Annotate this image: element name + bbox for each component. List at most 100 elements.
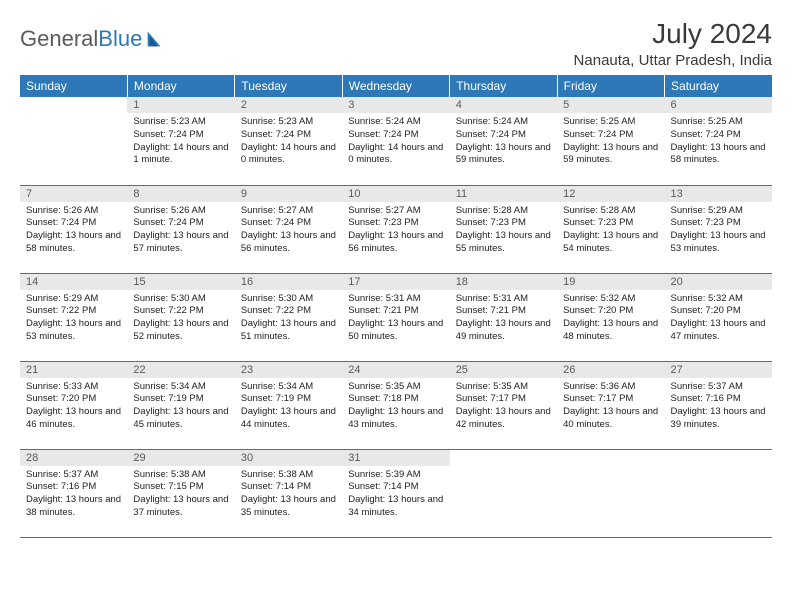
calendar-day: 25Sunrise: 5:35 AMSunset: 7:17 PMDayligh… xyxy=(450,361,557,449)
calendar-day-empty xyxy=(665,449,772,537)
day-number: 5 xyxy=(557,97,664,113)
day-header: Sunday xyxy=(20,75,127,97)
calendar-week: 28Sunrise: 5:37 AMSunset: 7:16 PMDayligh… xyxy=(20,449,772,537)
day-content: Sunrise: 5:30 AMSunset: 7:22 PMDaylight:… xyxy=(127,290,234,348)
calendar-day: 17Sunrise: 5:31 AMSunset: 7:21 PMDayligh… xyxy=(342,273,449,361)
calendar-week: 7Sunrise: 5:26 AMSunset: 7:24 PMDaylight… xyxy=(20,185,772,273)
day-header-row: SundayMondayTuesdayWednesdayThursdayFrid… xyxy=(20,75,772,97)
day-number: 14 xyxy=(20,274,127,290)
calendar-day-empty xyxy=(557,449,664,537)
day-header: Thursday xyxy=(450,75,557,97)
day-number: 4 xyxy=(450,97,557,113)
day-content: Sunrise: 5:27 AMSunset: 7:24 PMDaylight:… xyxy=(235,202,342,260)
day-number: 13 xyxy=(665,186,772,202)
day-number: 27 xyxy=(665,362,772,378)
calendar-day: 4Sunrise: 5:24 AMSunset: 7:24 PMDaylight… xyxy=(450,97,557,185)
day-number: 17 xyxy=(342,274,449,290)
day-content: Sunrise: 5:34 AMSunset: 7:19 PMDaylight:… xyxy=(235,378,342,436)
calendar-week: 14Sunrise: 5:29 AMSunset: 7:22 PMDayligh… xyxy=(20,273,772,361)
day-number: 26 xyxy=(557,362,664,378)
brand-part2: Blue xyxy=(98,26,142,51)
calendar-week: 1Sunrise: 5:23 AMSunset: 7:24 PMDaylight… xyxy=(20,97,772,185)
title-block: July 2024 Nanauta, Uttar Pradesh, India xyxy=(574,18,772,69)
day-number: 8 xyxy=(127,186,234,202)
day-content: Sunrise: 5:25 AMSunset: 7:24 PMDaylight:… xyxy=(557,113,664,171)
calendar-day: 20Sunrise: 5:32 AMSunset: 7:20 PMDayligh… xyxy=(665,273,772,361)
brand-text: GeneralBlue xyxy=(20,26,142,52)
calendar-day: 15Sunrise: 5:30 AMSunset: 7:22 PMDayligh… xyxy=(127,273,234,361)
calendar-day: 14Sunrise: 5:29 AMSunset: 7:22 PMDayligh… xyxy=(20,273,127,361)
calendar-day: 11Sunrise: 5:28 AMSunset: 7:23 PMDayligh… xyxy=(450,185,557,273)
day-content: Sunrise: 5:30 AMSunset: 7:22 PMDaylight:… xyxy=(235,290,342,348)
location-text: Nanauta, Uttar Pradesh, India xyxy=(574,52,772,69)
day-number: 9 xyxy=(235,186,342,202)
day-number: 7 xyxy=(20,186,127,202)
calendar-table: SundayMondayTuesdayWednesdayThursdayFrid… xyxy=(20,75,772,538)
day-content: Sunrise: 5:37 AMSunset: 7:16 PMDaylight:… xyxy=(20,466,127,524)
brand-part1: General xyxy=(20,26,98,51)
brand-logo: GeneralBlue xyxy=(20,18,166,52)
calendar-day-empty xyxy=(450,449,557,537)
calendar-day-empty xyxy=(20,97,127,185)
day-header: Tuesday xyxy=(235,75,342,97)
calendar-day: 10Sunrise: 5:27 AMSunset: 7:23 PMDayligh… xyxy=(342,185,449,273)
day-number: 3 xyxy=(342,97,449,113)
day-content: Sunrise: 5:23 AMSunset: 7:24 PMDaylight:… xyxy=(235,113,342,171)
day-content: Sunrise: 5:31 AMSunset: 7:21 PMDaylight:… xyxy=(342,290,449,348)
day-content: Sunrise: 5:33 AMSunset: 7:20 PMDaylight:… xyxy=(20,378,127,436)
day-content: Sunrise: 5:38 AMSunset: 7:15 PMDaylight:… xyxy=(127,466,234,524)
day-content: Sunrise: 5:29 AMSunset: 7:22 PMDaylight:… xyxy=(20,290,127,348)
day-number: 20 xyxy=(665,274,772,290)
calendar-day: 12Sunrise: 5:28 AMSunset: 7:23 PMDayligh… xyxy=(557,185,664,273)
day-content: Sunrise: 5:32 AMSunset: 7:20 PMDaylight:… xyxy=(665,290,772,348)
day-content: Sunrise: 5:23 AMSunset: 7:24 PMDaylight:… xyxy=(127,113,234,171)
day-content: Sunrise: 5:31 AMSunset: 7:21 PMDaylight:… xyxy=(450,290,557,348)
day-content: Sunrise: 5:28 AMSunset: 7:23 PMDaylight:… xyxy=(557,202,664,260)
day-content: Sunrise: 5:38 AMSunset: 7:14 PMDaylight:… xyxy=(235,466,342,524)
calendar-day: 21Sunrise: 5:33 AMSunset: 7:20 PMDayligh… xyxy=(20,361,127,449)
day-number: 15 xyxy=(127,274,234,290)
day-number: 2 xyxy=(235,97,342,113)
day-content: Sunrise: 5:26 AMSunset: 7:24 PMDaylight:… xyxy=(20,202,127,260)
day-content: Sunrise: 5:34 AMSunset: 7:19 PMDaylight:… xyxy=(127,378,234,436)
calendar-day: 19Sunrise: 5:32 AMSunset: 7:20 PMDayligh… xyxy=(557,273,664,361)
day-content: Sunrise: 5:39 AMSunset: 7:14 PMDaylight:… xyxy=(342,466,449,524)
calendar-day: 9Sunrise: 5:27 AMSunset: 7:24 PMDaylight… xyxy=(235,185,342,273)
calendar-day: 28Sunrise: 5:37 AMSunset: 7:16 PMDayligh… xyxy=(20,449,127,537)
day-number: 29 xyxy=(127,450,234,466)
day-number: 10 xyxy=(342,186,449,202)
calendar-day: 30Sunrise: 5:38 AMSunset: 7:14 PMDayligh… xyxy=(235,449,342,537)
day-number: 28 xyxy=(20,450,127,466)
day-header: Friday xyxy=(557,75,664,97)
day-header: Saturday xyxy=(665,75,772,97)
sail-icon xyxy=(144,28,166,50)
calendar-day: 22Sunrise: 5:34 AMSunset: 7:19 PMDayligh… xyxy=(127,361,234,449)
day-content: Sunrise: 5:24 AMSunset: 7:24 PMDaylight:… xyxy=(450,113,557,171)
month-title: July 2024 xyxy=(574,18,772,50)
day-number: 25 xyxy=(450,362,557,378)
day-header: Wednesday xyxy=(342,75,449,97)
calendar-day: 2Sunrise: 5:23 AMSunset: 7:24 PMDaylight… xyxy=(235,97,342,185)
day-content: Sunrise: 5:28 AMSunset: 7:23 PMDaylight:… xyxy=(450,202,557,260)
day-content: Sunrise: 5:27 AMSunset: 7:23 PMDaylight:… xyxy=(342,202,449,260)
day-number: 12 xyxy=(557,186,664,202)
day-content: Sunrise: 5:29 AMSunset: 7:23 PMDaylight:… xyxy=(665,202,772,260)
day-number: 21 xyxy=(20,362,127,378)
day-content: Sunrise: 5:36 AMSunset: 7:17 PMDaylight:… xyxy=(557,378,664,436)
day-content: Sunrise: 5:25 AMSunset: 7:24 PMDaylight:… xyxy=(665,113,772,171)
day-number: 23 xyxy=(235,362,342,378)
day-number: 19 xyxy=(557,274,664,290)
calendar-day: 6Sunrise: 5:25 AMSunset: 7:24 PMDaylight… xyxy=(665,97,772,185)
day-number: 11 xyxy=(450,186,557,202)
calendar-day: 5Sunrise: 5:25 AMSunset: 7:24 PMDaylight… xyxy=(557,97,664,185)
day-number: 31 xyxy=(342,450,449,466)
calendar-day: 24Sunrise: 5:35 AMSunset: 7:18 PMDayligh… xyxy=(342,361,449,449)
day-number: 22 xyxy=(127,362,234,378)
day-content: Sunrise: 5:24 AMSunset: 7:24 PMDaylight:… xyxy=(342,113,449,171)
day-content: Sunrise: 5:35 AMSunset: 7:18 PMDaylight:… xyxy=(342,378,449,436)
calendar-day: 26Sunrise: 5:36 AMSunset: 7:17 PMDayligh… xyxy=(557,361,664,449)
calendar-day: 31Sunrise: 5:39 AMSunset: 7:14 PMDayligh… xyxy=(342,449,449,537)
calendar-day: 3Sunrise: 5:24 AMSunset: 7:24 PMDaylight… xyxy=(342,97,449,185)
calendar-body: 1Sunrise: 5:23 AMSunset: 7:24 PMDaylight… xyxy=(20,97,772,537)
day-number: 6 xyxy=(665,97,772,113)
